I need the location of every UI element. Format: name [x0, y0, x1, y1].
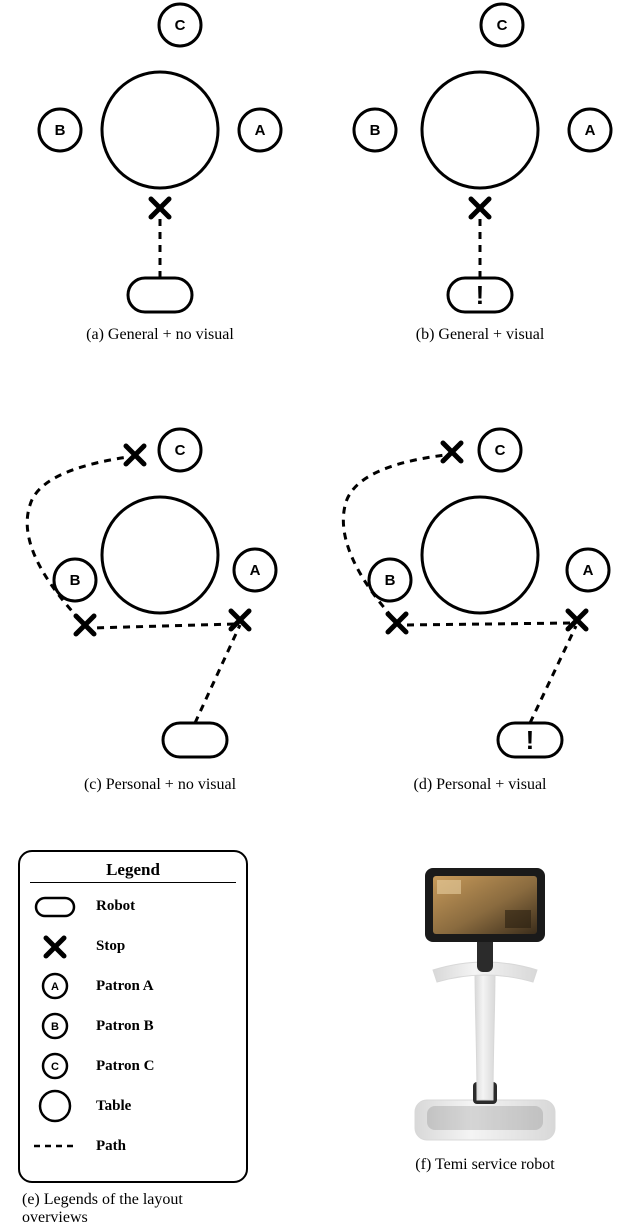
legend-label: Patron B — [96, 1018, 154, 1035]
legend-label: Robot — [96, 898, 135, 915]
diagram-c: A B C — [10, 410, 310, 770]
legend-label: Stop — [96, 938, 125, 955]
diagram-d: A B C! — [330, 410, 630, 770]
svg-text:!: ! — [476, 280, 485, 310]
diagram-a: A B C — [10, 0, 310, 320]
legend-row: Path — [30, 1129, 236, 1163]
legend-row: C Patron C — [30, 1049, 236, 1083]
legend-symbol-stop — [30, 929, 80, 963]
legend-row: Stop — [30, 929, 236, 963]
legend-row: Table — [30, 1089, 236, 1123]
svg-text:C: C — [51, 1061, 59, 1073]
svg-text:A: A — [51, 981, 59, 993]
panel-f: (f) Temi service robot — [355, 850, 615, 1174]
diagram-b: A B C! — [330, 0, 630, 320]
svg-text:C: C — [497, 17, 508, 34]
svg-text:A: A — [255, 122, 266, 139]
legend-box: Legend Robot Stop A Patron A B Patron B C Patro… — [18, 850, 248, 1183]
legend-symbol-patronA: A — [30, 969, 80, 1003]
legend-title: Legend — [30, 860, 236, 883]
svg-text:B: B — [55, 122, 66, 139]
robot-illustration — [355, 850, 615, 1150]
legend-symbol-path — [30, 1129, 80, 1163]
panel-c: A B C (c) Personal + no visual — [10, 410, 310, 794]
caption-a: (a) General + no visual — [10, 326, 310, 344]
panel-d: A B C! (d) Personal + visual — [330, 410, 630, 794]
svg-text:C: C — [495, 442, 506, 459]
legend-symbol-patronC: C — [30, 1049, 80, 1083]
panel-a: A B C (a) General + no visual — [10, 0, 310, 344]
legend-label: Path — [96, 1138, 126, 1155]
legend-symbol-robot — [30, 889, 80, 923]
legend-label: Table — [96, 1098, 131, 1115]
svg-text:A: A — [250, 562, 261, 579]
legend-symbol-patronB: B — [30, 1009, 80, 1043]
svg-text:A: A — [585, 122, 596, 139]
panel-e: Legend Robot Stop A Patron A B Patron B C Patro… — [18, 850, 268, 1227]
panel-b: A B C! (b) General + visual — [330, 0, 630, 344]
svg-text:B: B — [370, 122, 381, 139]
caption-d: (d) Personal + visual — [330, 776, 630, 794]
legend-label: Patron A — [96, 978, 154, 995]
legend-symbol-table — [30, 1089, 80, 1123]
caption-e: (e) Legends of the layout overviews — [18, 1191, 248, 1227]
svg-text:A: A — [583, 562, 594, 579]
svg-text:!: ! — [526, 725, 535, 755]
svg-text:C: C — [175, 17, 186, 34]
legend-row: A Patron A — [30, 969, 236, 1003]
caption-f: (f) Temi service robot — [355, 1156, 615, 1174]
legend-label: Patron C — [96, 1058, 154, 1075]
svg-text:B: B — [70, 572, 81, 589]
legend-row: Robot — [30, 889, 236, 923]
svg-text:C: C — [175, 442, 186, 459]
caption-c: (c) Personal + no visual — [10, 776, 310, 794]
svg-text:B: B — [51, 1021, 59, 1033]
legend-row: B Patron B — [30, 1009, 236, 1043]
svg-text:B: B — [385, 572, 396, 589]
caption-b: (b) General + visual — [330, 326, 630, 344]
